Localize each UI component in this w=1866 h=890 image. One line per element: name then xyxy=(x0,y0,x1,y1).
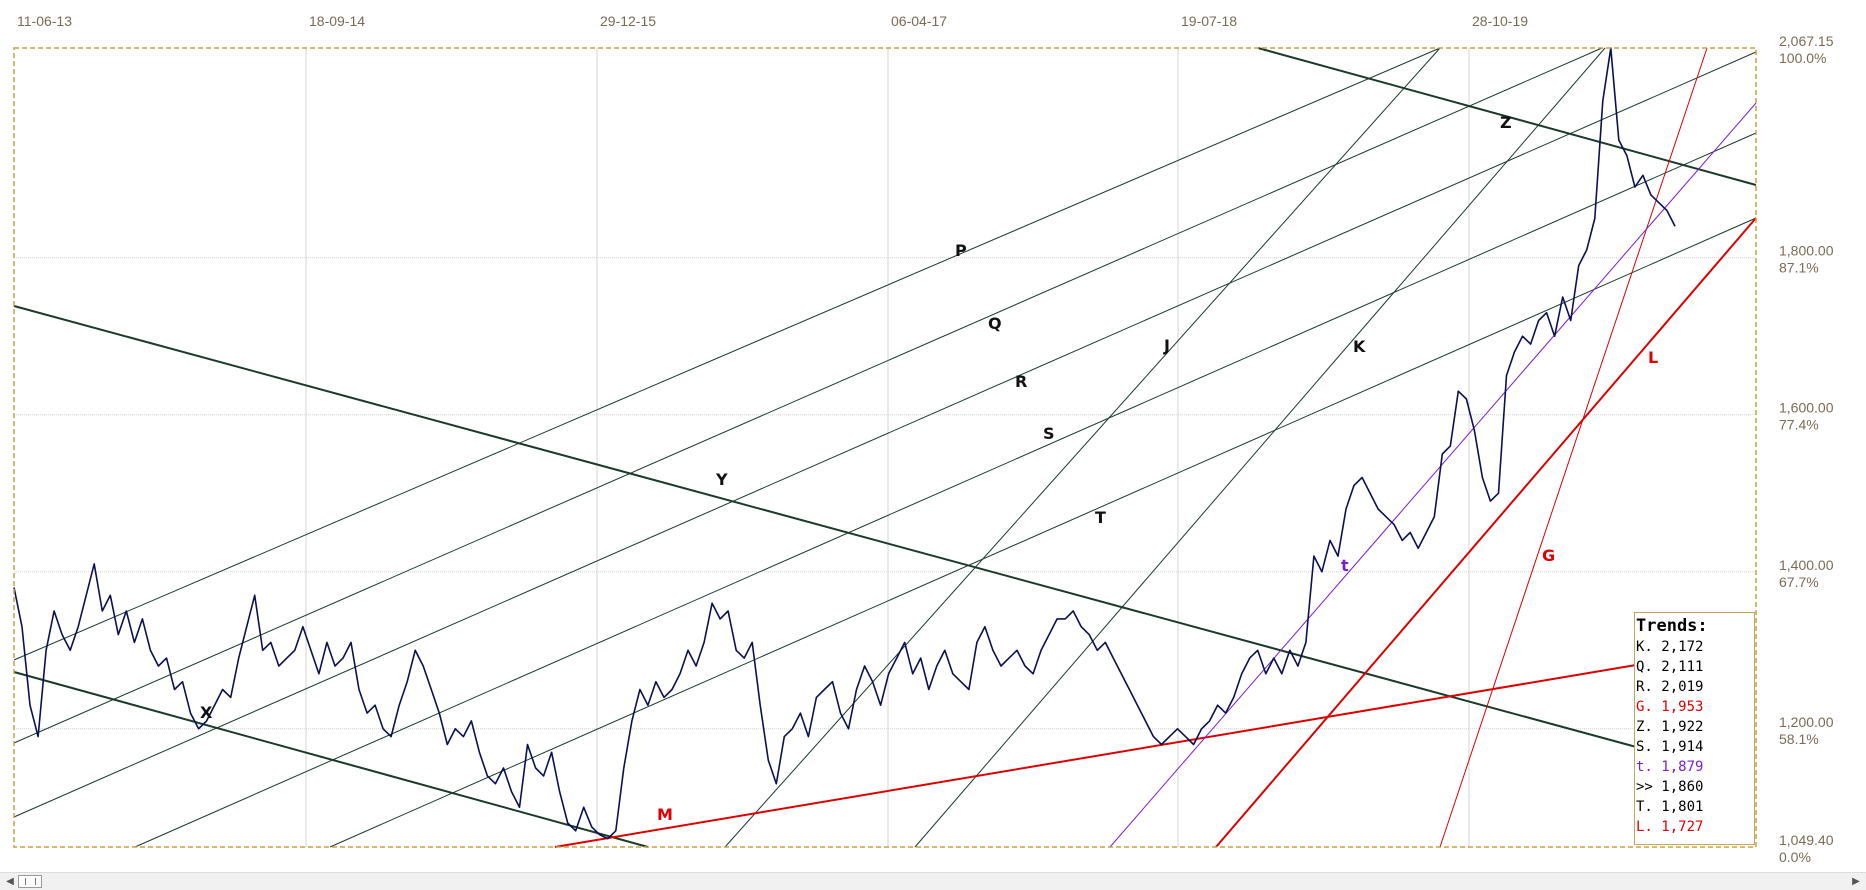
y-tick-label: 1,049.40 xyxy=(1779,832,1834,848)
y-percent-label: 77.4% xyxy=(1779,417,1819,433)
grid xyxy=(14,48,1756,847)
trend-line-J xyxy=(724,47,1441,848)
trend-row-current: >> 1,860 xyxy=(1636,779,1704,795)
trend-row-l: L. 1,727 xyxy=(1636,819,1704,835)
y-percent-label: 58.1% xyxy=(1779,731,1819,747)
trend-line-labels: P Q R S T J K Y X Z M L Gt xyxy=(200,113,1658,824)
trend-label-G: G xyxy=(1542,546,1555,565)
trend-line-M xyxy=(554,664,1637,848)
trend-label-L: L xyxy=(1648,348,1658,367)
y-percent-label: 87.1% xyxy=(1779,260,1819,276)
trend-label-X: X xyxy=(200,703,213,722)
chart: 11-06-13 18-09-14 29-12-15 06-04-17 19-07-18… xyxy=(13,13,1834,865)
trend-label-M: M xyxy=(657,805,673,824)
price-series xyxy=(13,47,1676,840)
trend-row-t: T. 1,801 xyxy=(1636,799,1704,815)
trend-line-K xyxy=(914,47,1606,848)
trend-label-Y: Y xyxy=(715,470,728,489)
trend-line-G xyxy=(1439,47,1708,848)
y-percent-label: 100.0% xyxy=(1779,50,1826,66)
trend-label-J: J xyxy=(1163,336,1170,355)
trend-label-S: S xyxy=(1043,424,1055,443)
trend-line-P xyxy=(13,47,1441,661)
trend-label-t: t xyxy=(1341,556,1349,575)
y-tick-label: 1,800.00 xyxy=(1779,243,1834,259)
trend-row-s: S. 1,914 xyxy=(1636,739,1704,755)
trend-label-P: P xyxy=(955,241,967,260)
y-percent-label: 67.7% xyxy=(1779,574,1819,590)
plot-frame xyxy=(13,47,1757,848)
trend-label-Z: Z xyxy=(1500,113,1512,132)
trend-line-R xyxy=(13,51,1757,818)
x-tick-label: 18-09-14 xyxy=(309,13,365,29)
y-percent-label: 0.0% xyxy=(1779,849,1811,865)
y-tick-label: 1,200.00 xyxy=(1779,714,1834,730)
trend-line-S xyxy=(134,132,1757,848)
trend-row-k: K. 2,172 xyxy=(1636,639,1704,655)
x-tick-label: 11-06-13 xyxy=(17,13,72,29)
trend-row-q: Q. 2,111 xyxy=(1636,659,1704,675)
x-tick-label: 19-07-18 xyxy=(1181,13,1237,29)
y-tick-label: 2,067.15 xyxy=(1779,33,1834,49)
horizontal-scrollbar[interactable]: ◀ ▶ xyxy=(0,872,1866,890)
trend-lines xyxy=(13,47,1757,848)
y-tick-label: 1,600.00 xyxy=(1779,400,1834,416)
x-axis-ticks: 11-06-13 18-09-14 29-12-15 06-04-17 19-07-18… xyxy=(17,13,1528,29)
trend-row-g: G. 1,953 xyxy=(1636,699,1704,715)
trend-line-X xyxy=(13,671,649,848)
trend-line-Z xyxy=(1257,47,1757,186)
x-tick-label: 28-10-19 xyxy=(1472,13,1528,29)
scrollbar-thumb[interactable] xyxy=(18,875,42,888)
trend-line-Y xyxy=(13,305,1641,749)
scroll-left-arrow-icon[interactable]: ◀ xyxy=(6,876,14,887)
trend-line-L xyxy=(1215,217,1757,848)
y-tick-label: 1,400.00 xyxy=(1779,557,1834,573)
trends-panel-title: Trends: xyxy=(1636,616,1708,636)
x-tick-label: 06-04-17 xyxy=(891,13,947,29)
trend-line-t xyxy=(1109,102,1757,848)
trend-row-r: R. 2,019 xyxy=(1636,679,1704,695)
x-tick-label: 29-12-15 xyxy=(600,13,656,29)
scroll-right-arrow-icon[interactable]: ▶ xyxy=(1852,876,1860,887)
trend-line-T xyxy=(329,217,1757,848)
trend-label-R: R xyxy=(1015,372,1027,391)
trend-row-z: Z. 1,922 xyxy=(1636,719,1704,735)
trend-label-T: T xyxy=(1095,508,1106,527)
trends-panel: Trends: K. 2,172 Q. 2,111 R. 2,019 G. 1,… xyxy=(1634,612,1755,845)
trend-line-Q xyxy=(13,47,1603,744)
trend-label-Q: Q xyxy=(988,314,1002,333)
price-line xyxy=(13,47,1676,840)
trend-label-K: K xyxy=(1353,337,1366,356)
trend-row-t-lower: t. 1,879 xyxy=(1636,759,1704,775)
